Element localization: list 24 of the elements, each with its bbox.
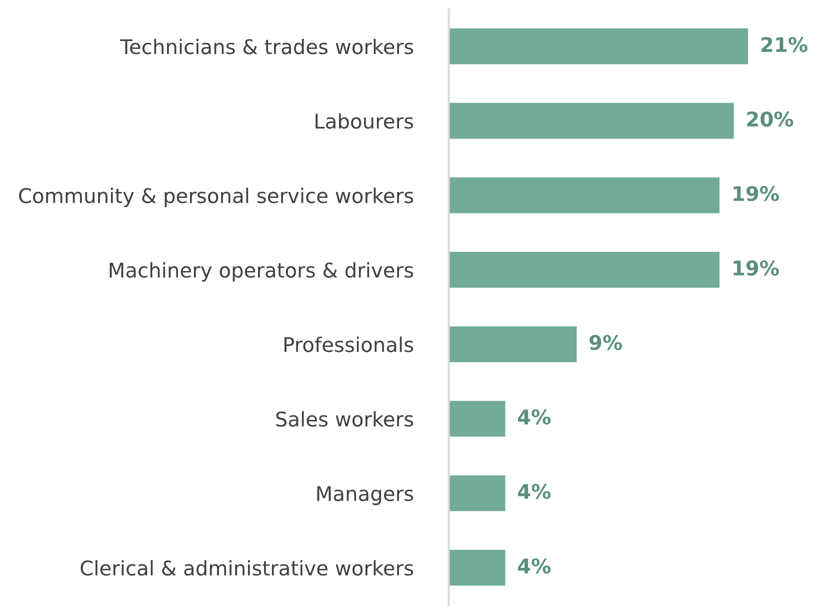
- data-label: 4%: [518, 409, 551, 425]
- data-label: 19%: [734, 186, 779, 202]
- bar: [448, 548, 507, 588]
- y-tick-label: Clerical & administrative workers: [80, 560, 414, 576]
- y-tick-label: Managers: [317, 486, 414, 506]
- y-tick-label: Machinery operators & drivers: [110, 262, 414, 282]
- y-tick-label: Labourers: [316, 113, 414, 129]
- bar: [448, 250, 721, 290]
- data-label: 4%: [518, 558, 551, 574]
- y-tick-label: Community & personal service workers: [19, 188, 414, 208]
- y-tick-label: Professionals: [284, 336, 414, 352]
- bar: [448, 176, 721, 215]
- data-label: 4%: [518, 484, 551, 500]
- data-label: 21%: [762, 36, 808, 52]
- data-label: 19%: [734, 260, 779, 276]
- bar: [448, 324, 578, 364]
- y-tick-label: Sales workers: [276, 411, 414, 427]
- y-tick-label: Technicians & trades workers: [120, 38, 414, 54]
- bar: [448, 102, 736, 140]
- bar: [448, 474, 507, 513]
- bar: [448, 27, 750, 66]
- bar: [448, 399, 507, 438]
- data-label: 9%: [590, 334, 622, 350]
- data-label: 20%: [747, 111, 794, 127]
